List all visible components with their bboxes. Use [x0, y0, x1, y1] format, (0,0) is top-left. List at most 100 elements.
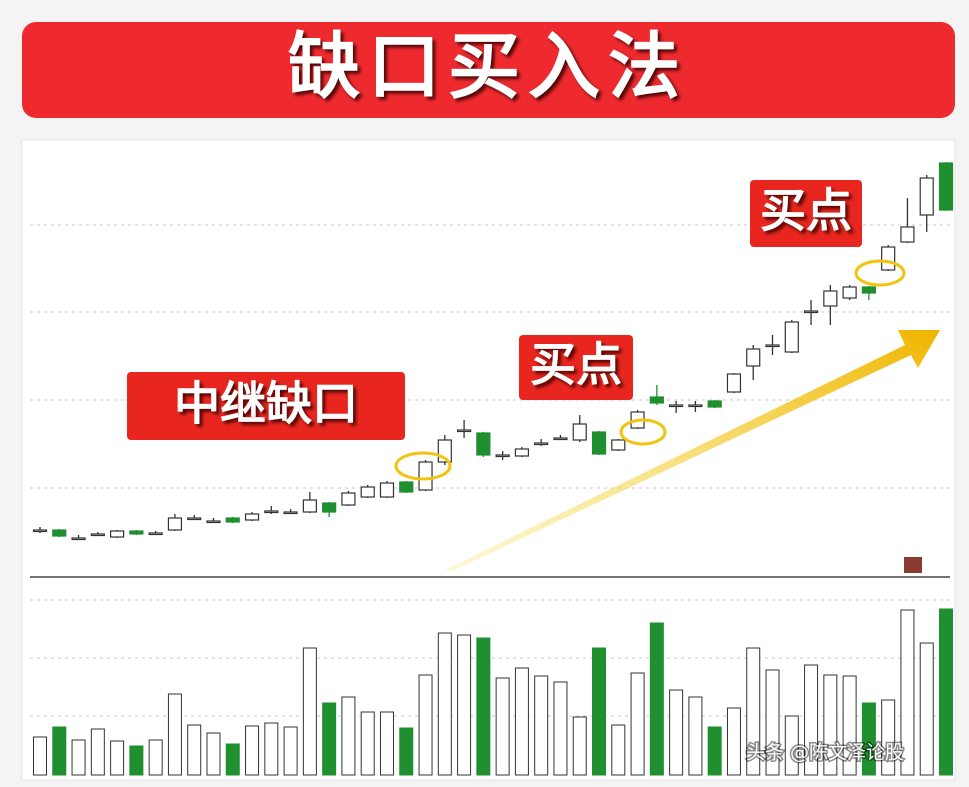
volume-bar — [630, 672, 645, 776]
candle-body — [90, 533, 105, 537]
candle-body — [476, 432, 491, 456]
volume-bar — [592, 647, 607, 776]
candle-body — [746, 348, 761, 367]
volume-bar — [611, 724, 626, 776]
volume-bar — [765, 669, 780, 776]
volume-bar — [514, 667, 529, 776]
candle-body — [669, 404, 684, 408]
candle-body — [514, 448, 530, 457]
chart-title: 缺口买入法 — [288, 25, 688, 109]
annotation: 买点 — [760, 184, 852, 238]
gap-circle — [394, 451, 452, 481]
candle-body — [900, 226, 915, 243]
candle-body — [649, 396, 664, 404]
title-banner — [22, 22, 955, 118]
volume-bar — [264, 722, 279, 776]
watermark: 头条 @陈文泽论股 — [746, 742, 904, 764]
candle-body — [148, 532, 163, 536]
volume-bar — [495, 677, 510, 776]
volume-bar — [842, 675, 857, 776]
candle-body — [264, 510, 279, 514]
trend-arrow — [445, 330, 940, 572]
volume-bar — [861, 702, 876, 776]
candle-body — [765, 344, 780, 348]
volume-bar — [553, 681, 568, 776]
volume-bar — [148, 739, 163, 776]
candle-body — [129, 530, 144, 535]
volume-bar — [399, 727, 414, 776]
candle-body — [726, 373, 742, 393]
candle-body — [707, 400, 722, 408]
candle-body — [32, 529, 48, 533]
volume-bar — [572, 716, 587, 776]
candle-body — [938, 162, 954, 211]
volume-bar — [784, 715, 799, 776]
candle-body — [534, 442, 549, 446]
candle-body — [495, 454, 510, 458]
candle-body — [861, 286, 876, 294]
candle-body — [881, 246, 896, 271]
candle-body — [823, 290, 838, 307]
volume-bar — [379, 711, 394, 776]
candle-body — [244, 513, 260, 521]
volume-bar — [726, 707, 741, 776]
volume-bar — [33, 736, 47, 776]
volume-bar — [302, 647, 317, 776]
candle-body — [572, 423, 587, 441]
marks — [32, 162, 954, 776]
annotation-box — [127, 372, 405, 440]
volume-bar — [669, 689, 684, 776]
candle-body — [52, 529, 67, 537]
volume-bar — [245, 725, 260, 776]
candle-body — [919, 177, 934, 216]
candle-body — [71, 537, 86, 541]
volume-bar — [688, 696, 703, 776]
volume-bar — [206, 732, 221, 776]
volume-bar — [187, 724, 202, 776]
candle-body — [283, 511, 298, 515]
volume-bar — [534, 675, 549, 776]
candle-body — [803, 310, 819, 314]
candle-body — [553, 437, 568, 441]
candle-body — [611, 439, 626, 451]
volume-bar — [225, 743, 240, 776]
volume-bar — [823, 674, 838, 776]
candle-body — [418, 461, 433, 491]
seal-icon — [904, 557, 922, 573]
gap-circle — [619, 418, 667, 446]
candle-body — [110, 530, 125, 538]
volume-bar — [476, 637, 491, 776]
volume-bar — [900, 609, 915, 776]
volume-bar — [804, 664, 819, 776]
candle-body — [322, 502, 337, 513]
annotation-box — [519, 335, 633, 400]
volume-bar — [881, 699, 896, 776]
volume-bar — [129, 745, 144, 776]
volume-bar — [71, 739, 86, 776]
candle-body — [784, 321, 799, 353]
candle-body — [302, 499, 317, 513]
candle-body — [842, 286, 857, 299]
volume-bar — [437, 632, 452, 776]
candle-body — [341, 492, 356, 506]
candle-body — [206, 520, 221, 524]
volume-bar — [418, 674, 433, 776]
candle-body — [591, 431, 607, 455]
candle-body — [167, 517, 183, 531]
volume-bar — [283, 726, 298, 776]
volume-bar — [746, 647, 761, 776]
volume-bar — [360, 711, 375, 776]
volume-bar — [707, 726, 722, 776]
candle-body — [688, 404, 703, 408]
candle-body — [225, 517, 240, 523]
gap-circle — [854, 259, 906, 287]
volume-bar — [110, 740, 125, 776]
volume-bar — [457, 634, 472, 776]
volume-bar — [90, 728, 105, 776]
volume-bar — [322, 702, 337, 776]
candle-body — [379, 482, 395, 498]
annotation: 买点 — [530, 338, 622, 392]
volume-bar — [167, 693, 182, 776]
